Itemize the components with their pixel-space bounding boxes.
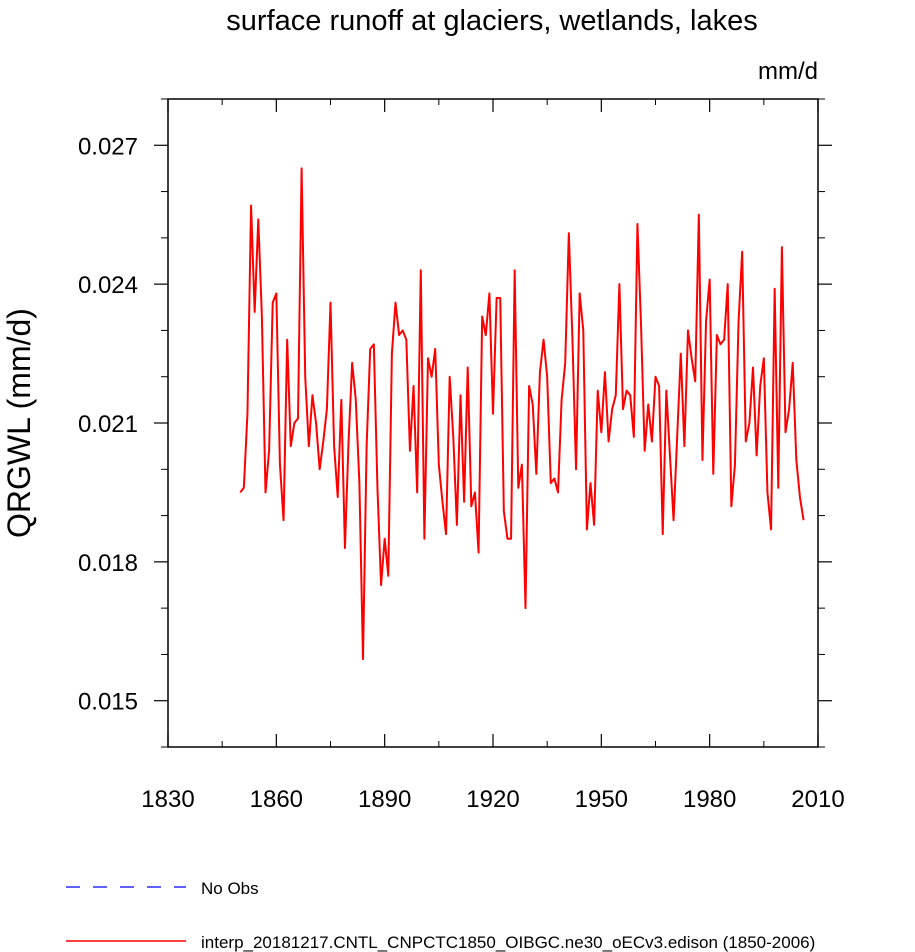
series-line-model-run (239, 167, 805, 661)
units-label: mm/d (758, 58, 818, 85)
y-axis-ticks: 0.015 0.018 0.021 0.024 0.027 (78, 98, 832, 748)
x-tick-label: 1830 (141, 786, 194, 813)
x-tick-label: 1890 (358, 786, 411, 813)
series-layer (239, 167, 805, 661)
x-tick-label: 1980 (683, 786, 736, 813)
y-tick-label: 0.024 (78, 272, 138, 299)
x-tick-label: 2010 (791, 786, 844, 813)
plot-frame (167, 98, 819, 748)
x-tick-label: 1860 (250, 786, 303, 813)
y-tick-label: 0.021 (78, 411, 138, 438)
x-axis-ticks: 1830 1860 1890 1920 1950 1980 2010 (141, 99, 845, 813)
plot-area (167, 98, 819, 748)
y-tick-label: 0.018 (78, 550, 138, 577)
legend-label-model-run: interp_20181217.CNTL_CNPCTC1850_OIBGC.ne… (201, 933, 815, 952)
y-axis-label: QRGWL (mm/d) (1, 308, 37, 538)
legend-label-no-obs: No Obs (201, 879, 259, 898)
y-tick-label: 0.027 (78, 133, 138, 160)
x-tick-label: 1920 (466, 786, 519, 813)
x-tick-label: 1950 (575, 786, 628, 813)
chart-title: surface runoff at glaciers, wetlands, la… (226, 5, 757, 37)
legend: No Obs interp_20181217.CNTL_CNPCTC1850_O… (66, 879, 815, 952)
y-tick-label: 0.015 (78, 689, 138, 716)
